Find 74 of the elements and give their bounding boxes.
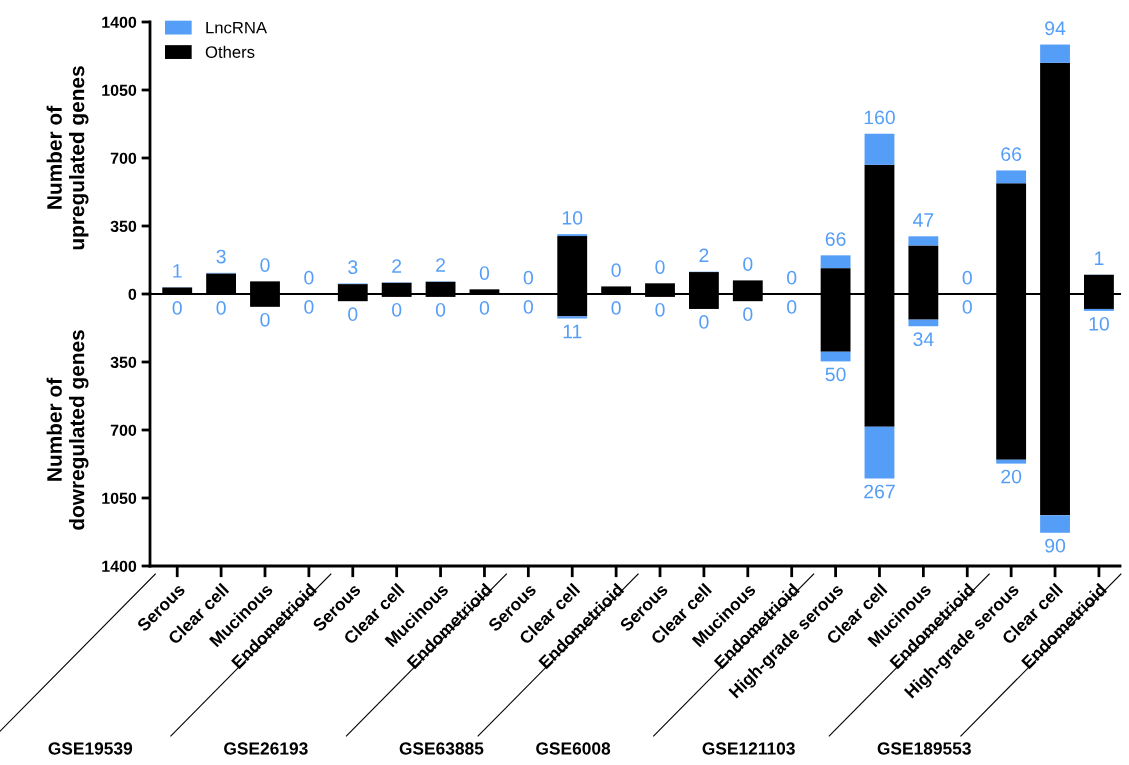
data-label: 0 xyxy=(743,257,753,271)
data-label: 0 xyxy=(787,270,797,285)
data-label: 160 xyxy=(864,110,895,125)
data-label: 0 xyxy=(479,301,490,315)
data-label: 0 xyxy=(611,263,621,278)
data-label: 0 xyxy=(655,302,665,317)
data-label: 0 xyxy=(699,315,709,329)
data-label: 0 xyxy=(479,266,490,280)
bar xyxy=(557,316,588,319)
bar xyxy=(820,351,851,362)
data-label: 1 xyxy=(1095,251,1104,265)
bar xyxy=(864,426,895,479)
data-label: 10 xyxy=(1089,316,1109,331)
bar xyxy=(996,170,1027,184)
data-label: 2 xyxy=(436,258,445,272)
bar xyxy=(820,255,851,269)
data-label: 11 xyxy=(563,324,582,339)
data-label: 0 xyxy=(962,270,972,285)
bar xyxy=(908,236,939,246)
data-label: 3 xyxy=(216,249,226,264)
y-tick-label: 0 xyxy=(128,288,137,300)
data-label: 1 xyxy=(173,264,182,278)
text: GSE6008 xyxy=(536,742,611,755)
data-label: 3 xyxy=(348,260,358,275)
data-label: 0 xyxy=(655,260,665,274)
y-tick-label: 350 xyxy=(110,356,137,368)
text: GSE19539 xyxy=(48,742,133,755)
data-label: 0 xyxy=(787,300,797,314)
y-tick-label: 700 xyxy=(110,424,137,436)
data-label: 10 xyxy=(562,210,583,225)
data-label: 20 xyxy=(1001,469,1022,484)
data-label: 0 xyxy=(348,307,358,322)
data-label: 0 xyxy=(435,302,446,317)
data-label: 66 xyxy=(1001,147,1022,162)
data-label: 66 xyxy=(825,232,846,246)
data-label: 47 xyxy=(913,213,934,227)
bar xyxy=(996,459,1027,464)
text: GSE63885 xyxy=(399,742,484,755)
data-label: 0 xyxy=(392,302,402,317)
data-label: 94 xyxy=(1045,21,1066,36)
data-label: 2 xyxy=(699,248,709,263)
y-axis-title: Number of upregulated genes xyxy=(46,66,89,250)
data-label: 0 xyxy=(523,300,533,314)
y-tick-label: 1050 xyxy=(102,84,137,96)
data-label: 0 xyxy=(216,301,226,315)
data-label: 2 xyxy=(392,259,402,273)
data-label: 90 xyxy=(1045,538,1066,553)
y-tick-label: 700 xyxy=(110,152,137,164)
data-label: 267 xyxy=(864,484,895,499)
data-label: 0 xyxy=(172,301,182,315)
bar xyxy=(1040,515,1070,533)
data-label: 0 xyxy=(962,300,972,314)
data-label: 0 xyxy=(304,270,314,285)
y-axis-title: Number of dowregulated genes xyxy=(46,330,89,530)
data-label: 50 xyxy=(825,367,846,382)
data-label: 34 xyxy=(913,332,934,347)
text: GSE121103 xyxy=(702,742,795,755)
legend-label: LncRNA xyxy=(206,21,268,34)
y-tick-label: 1400 xyxy=(102,16,137,28)
data-label: 0 xyxy=(304,300,314,314)
bar xyxy=(864,133,895,165)
bar xyxy=(908,319,939,327)
data-label: 0 xyxy=(611,301,621,315)
text: GSE26193 xyxy=(224,742,308,755)
data-label: 0 xyxy=(523,270,533,285)
bar xyxy=(1040,44,1070,63)
legend-label: Others xyxy=(205,45,255,58)
text: GSE189553 xyxy=(877,742,971,755)
data-label: 0 xyxy=(260,312,270,327)
data-label: 0 xyxy=(743,307,753,322)
y-tick-label: 350 xyxy=(110,220,137,232)
y-tick-label: 1400 xyxy=(102,560,137,572)
data-label: 0 xyxy=(260,258,270,272)
y-tick-label: 1050 xyxy=(102,492,137,504)
